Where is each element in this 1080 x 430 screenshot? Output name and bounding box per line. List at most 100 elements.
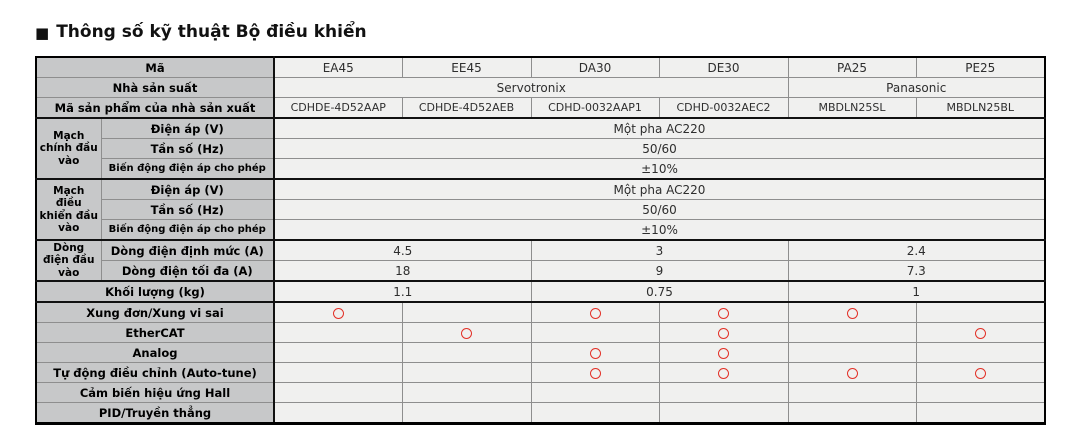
feature-cell (530, 402, 660, 424)
group-label-mach-dieu-khien: Mạch điều khiển đầu vào (35, 178, 102, 241)
feature-cell (915, 322, 1046, 343)
feature-mark-circle-icon (589, 367, 601, 379)
row-label-ethercat: EtherCAT (35, 322, 275, 343)
product-code-cell: CDHDE-4D52AAP (273, 97, 403, 119)
value-cell: 1 (787, 280, 1046, 303)
table-row-feature-pulse: Xung đơn/Xung vi sai (35, 301, 1046, 323)
feature-cell (401, 382, 532, 403)
feature-cell (273, 382, 403, 403)
model-cell: PA25 (787, 56, 917, 78)
feature-cell (658, 301, 789, 323)
table-row-main-fluctuation: Biến động điện áp cho phép ±10% (36, 158, 1046, 180)
feature-cell (915, 402, 1046, 424)
feature-cell (273, 301, 403, 323)
feature-mark-circle-icon (589, 347, 601, 359)
product-code-cell: CDHDE-4D52AEB (401, 97, 532, 119)
row-label-xung-don: Xung đơn/Xung vi sai (35, 301, 275, 323)
value-cell: ±10% (273, 219, 1046, 241)
row-label-bien-dong: Biến động điện áp cho phép (100, 219, 275, 241)
value-cell: 7.3 (787, 260, 1046, 282)
table-row-feature-ethercat: EtherCAT (35, 322, 1046, 343)
group-label-dong-dien: Dòng điện đầu vào (35, 239, 102, 282)
row-label-ma-san-pham: Mã sản phẩm của nhà sản xuất (35, 97, 275, 119)
feature-cell (658, 402, 789, 424)
feature-cell (530, 342, 660, 363)
feature-cell (658, 362, 789, 383)
feature-mark-circle-icon (589, 307, 601, 319)
row-label-nha-san-suat: Nhà sản suất (35, 77, 275, 98)
table-row-feature-hall: Cảm biến hiệu ứng Hall (35, 382, 1046, 403)
feature-mark-circle-icon (846, 367, 858, 379)
spec-table: Mã EA45 EE45 DA30 DE30 PA25 PE25 Nhà sản… (35, 56, 1046, 425)
model-cell: DA30 (530, 56, 660, 78)
row-label-tan-so: Tần số (Hz) (100, 199, 275, 220)
table-row-feature-autotune: Tự động điều chỉnh (Auto-tune) (35, 362, 1046, 383)
feature-cell (401, 362, 532, 383)
table-row-feature-pid: PID/Truyền thẳng (35, 402, 1046, 424)
feature-cell (273, 322, 403, 343)
feature-cell (915, 362, 1046, 383)
table-row-control-fluctuation: Biến động điện áp cho phép ±10% (36, 219, 1046, 241)
row-label-dien-ap: Điện áp (V) (100, 117, 275, 139)
feature-cell (915, 342, 1046, 363)
feature-cell (787, 382, 917, 403)
value-cell: 0.75 (530, 280, 789, 303)
row-label-tan-so: Tần số (Hz) (100, 138, 275, 159)
feature-cell (658, 342, 789, 363)
group-label-mach-chinh: Mạch chính đầu vào (35, 117, 102, 180)
table-row-product-codes: Mã sản phẩm của nhà sản xuất CDHDE-4D52A… (35, 97, 1046, 119)
page-title-text: Thông số kỹ thuật Bộ điều khiển (56, 22, 367, 42)
table-row-main-voltage: Mạch chính đầu vào Điện áp (V) Một pha A… (35, 117, 1046, 180)
manufacturer-cell: Panasonic (787, 77, 1046, 98)
feature-mark-circle-icon (974, 327, 986, 339)
value-cell: 50/60 (273, 199, 1046, 220)
table-row-models: Mã EA45 EE45 DA30 DE30 PA25 PE25 (35, 56, 1046, 78)
feature-mark-circle-icon (974, 367, 986, 379)
feature-cell (787, 402, 917, 424)
feature-cell (787, 301, 917, 323)
model-cell: PE25 (915, 56, 1046, 78)
table-row-main-frequency: Tần số (Hz) 50/60 (36, 138, 1046, 159)
table-row-control-frequency: Tần số (Hz) 50/60 (36, 199, 1046, 220)
product-code-cell: MBDLN25SL (787, 97, 917, 119)
feature-cell (530, 382, 660, 403)
product-code-cell: MBDLN25BL (915, 97, 1046, 119)
row-label-analog: Analog (35, 342, 275, 363)
feature-cell (658, 322, 789, 343)
feature-cell (530, 301, 660, 323)
table-row-control-voltage: Mạch điều khiển đầu vào Điện áp (V) Một … (35, 178, 1046, 241)
table-row-weight: Khối lượng (kg) 1.1 0.75 1 (35, 280, 1046, 303)
row-label-auto-tune: Tự động điều chỉnh (Auto-tune) (35, 362, 275, 383)
model-cell: EA45 (273, 56, 403, 78)
value-cell: 9 (530, 260, 789, 282)
feature-cell (401, 402, 532, 424)
value-cell: 50/60 (273, 138, 1046, 159)
feature-cell (401, 322, 532, 343)
manufacturer-cell: Servotronix (273, 77, 789, 98)
section-marker-icon: ■ (35, 23, 50, 42)
feature-mark-circle-icon (846, 307, 858, 319)
feature-cell (530, 362, 660, 383)
table-row-manufacturer: Nhà sản suất Servotronix Panasonic (35, 77, 1046, 98)
feature-mark-circle-icon (461, 327, 472, 339)
value-cell: 2.4 (787, 239, 1046, 261)
feature-mark-circle-icon (718, 347, 729, 359)
feature-cell (787, 342, 917, 363)
product-code-cell: CDHD-0032AEC2 (658, 97, 789, 119)
page-title: ■ Thông số kỹ thuật Bộ điều khiển (35, 22, 367, 42)
feature-cell (915, 382, 1046, 403)
feature-mark-circle-icon (718, 327, 729, 339)
feature-mark-circle-icon (718, 307, 729, 319)
feature-cell (530, 322, 660, 343)
row-label-dinh-muc: Dòng điện định mức (A) (100, 239, 275, 261)
row-label-pid: PID/Truyền thẳng (35, 402, 275, 424)
model-cell: DE30 (658, 56, 789, 78)
row-label-khoi-luong: Khối lượng (kg) (35, 280, 275, 303)
feature-mark-circle-icon (718, 367, 729, 379)
feature-cell (787, 362, 917, 383)
row-label-dien-ap: Điện áp (V) (100, 178, 275, 200)
row-label-hall: Cảm biến hiệu ứng Hall (35, 382, 275, 403)
value-cell: 4.5 (273, 239, 532, 261)
feature-cell (273, 402, 403, 424)
row-label-ma: Mã (35, 56, 275, 78)
